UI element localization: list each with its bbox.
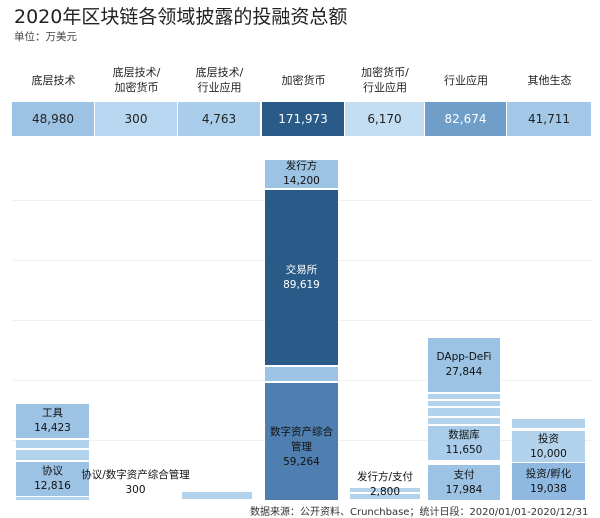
stripe [16, 440, 89, 448]
block-infra-industry [182, 492, 252, 499]
header-line: 加密货币 [281, 73, 326, 87]
label: 协议 [42, 465, 63, 477]
column-header: 底层技术/行业应用 [178, 60, 261, 100]
block-investment: 投资 10,000 [512, 431, 585, 462]
block-tools: 工具 14,423 [16, 404, 89, 438]
block-database: 数据库 11,650 [428, 426, 500, 460]
total-cell: 48,980 [12, 102, 94, 136]
stripe [428, 394, 500, 399]
header-line: 加密货币 [114, 81, 159, 94]
value: 89,619 [283, 278, 320, 291]
header-line: 底层技术/ [195, 66, 244, 79]
label: 支付 [453, 468, 475, 481]
stripe [265, 367, 338, 381]
value: 19,038 [530, 482, 567, 495]
block-protocol: 协议 12,816 [16, 462, 89, 496]
column-header: 底层技术/加密货币 [95, 60, 178, 100]
stripe [428, 408, 500, 416]
total-cell: 171,973 [262, 102, 344, 136]
header-line: 行业应用 [444, 73, 488, 87]
block-asset-mgmt: 数字资产综合管理 59,264 [265, 383, 338, 500]
column-header: 其他生态 [507, 60, 592, 100]
label: 数字资产综合管理 [270, 426, 333, 453]
value: 300 [125, 484, 146, 496]
total-cell: 4,763 [178, 102, 260, 136]
label-protocol-asset-mgmt: 协议/数字资产综合管理 300 [78, 468, 193, 498]
chart-title: 2020年区块链各领域披露的投融资总额 [14, 6, 348, 28]
header-line: 底层技术 [31, 73, 76, 87]
value: 27,844 [445, 366, 483, 378]
block-incubation: 投资/孵化 19,038 [512, 463, 585, 500]
value: 14,423 [34, 422, 71, 434]
header-line: 底层技术/ [112, 66, 161, 79]
block-payment: 支付 17,984 [428, 465, 500, 500]
header-line: 行业应用 [363, 81, 407, 94]
header-line: 行业应用 [197, 81, 242, 94]
label: 工具 [42, 407, 63, 419]
column-header: 行业应用 [425, 60, 507, 100]
label: 发行方 [285, 160, 318, 172]
stripe [428, 418, 500, 424]
stripe [512, 419, 585, 428]
block-exchange: 交易所 89,619 [265, 190, 338, 365]
stripe [350, 488, 420, 492]
block-issuer: 发行方 14,200 [265, 160, 338, 188]
label: 协议/数字资产综合管理 [81, 469, 190, 481]
total-cell: 82,674 [425, 102, 506, 136]
total-cell: 6,170 [345, 102, 424, 136]
value: 17,984 [445, 483, 483, 496]
label: 交易所 [285, 263, 318, 276]
value: 14,200 [283, 175, 320, 187]
value: 2,800 [369, 486, 401, 498]
label: 发行方/支付 [356, 471, 414, 483]
value: 59,264 [283, 456, 320, 468]
value: 12,816 [34, 480, 71, 492]
label: 数据库 [448, 429, 480, 441]
value: 10,000 [530, 447, 567, 460]
footer-source: 数据来源：公开资料、Crunchbase；统计日段：2020/01/01-202… [250, 507, 589, 518]
total-cell: 41,711 [507, 102, 591, 136]
stripe [350, 494, 420, 499]
value: 11,650 [445, 444, 483, 456]
total-cell: 300 [95, 102, 177, 136]
column-header: 加密货币/行业应用 [345, 60, 425, 100]
label: 投资/孵化 [525, 467, 572, 480]
stripe [16, 497, 89, 500]
header-line: 其他生态 [527, 73, 572, 87]
stripe [16, 450, 89, 460]
column-header: 底层技术 [12, 60, 95, 100]
label-issuer-payment: 发行方/支付 2,800 [340, 470, 430, 500]
header-line: 加密货币/ [361, 66, 409, 79]
stripe [428, 401, 500, 406]
label: DApp-DeFi [436, 351, 492, 363]
column-header: 加密货币 [262, 60, 345, 100]
block-dapp-defi: DApp-DeFi 27,844 [428, 338, 500, 392]
unit-label: 单位：万美元 [14, 31, 77, 43]
label: 投资 [538, 432, 559, 445]
